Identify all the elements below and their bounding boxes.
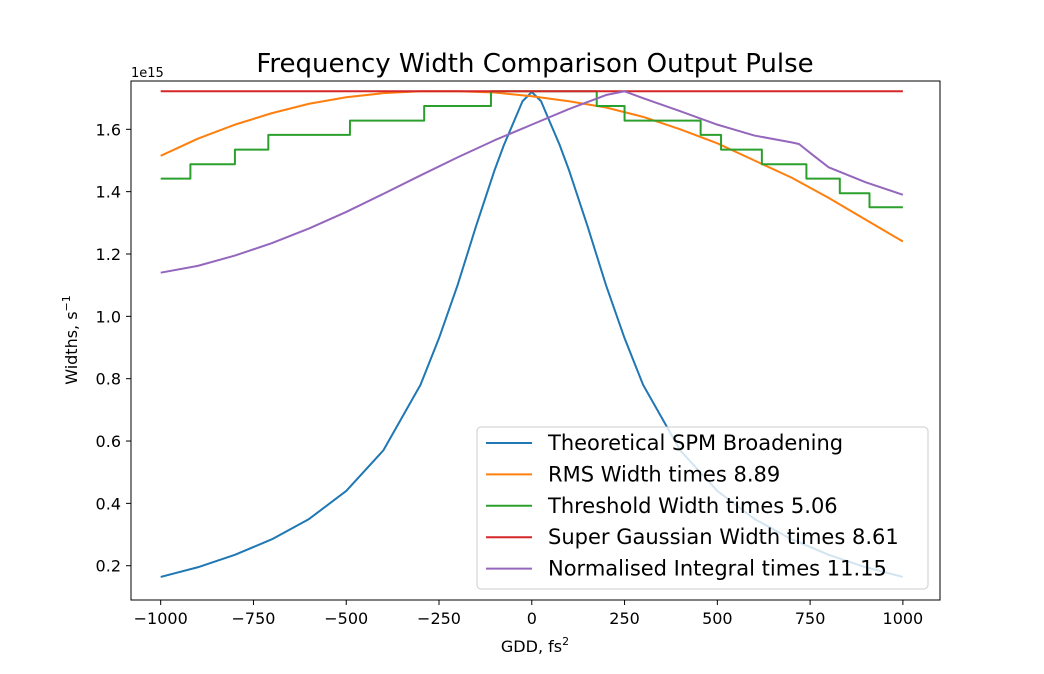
plot-frame	[130, 80, 941, 601]
y-tick-label: 0.6	[96, 432, 121, 451]
legend-entry: RMS Width times 8.89	[548, 462, 780, 486]
x-tick-label: −500	[324, 609, 368, 628]
y-tick-label: 0.2	[96, 557, 121, 576]
x-tick-label: 250	[609, 609, 640, 628]
y-axis-label-text: Widths, s	[62, 311, 81, 384]
y-tick-label: 1.0	[96, 307, 121, 326]
y-tick-label: 1.4	[96, 183, 121, 202]
x-tick-label: 0	[527, 609, 537, 628]
y-offset-label: 1e15	[131, 66, 164, 81]
legend-box	[476, 426, 929, 590]
x-tick-label: 750	[795, 609, 826, 628]
series-line-2	[160, 90, 904, 243]
series-line-5	[160, 90, 904, 274]
y-axis-label-superscript: −1	[60, 295, 73, 311]
x-axis-label-superscript: 2	[562, 635, 569, 648]
legend-entry: Normalised Integral times 11.15	[548, 557, 887, 581]
x-tick-label: −750	[231, 609, 275, 628]
x-tick-label: −1000	[134, 609, 188, 628]
x-tick-label: −250	[417, 609, 461, 628]
y-tick-label: 0.8	[96, 370, 121, 389]
series-line-3	[160, 90, 903, 209]
legend-entry: Theoretical SPM Broadening	[547, 431, 843, 455]
x-axis-label-text: GDD, fs	[501, 637, 562, 656]
legend-entry: Super Gaussian Width times 8.61	[548, 525, 899, 549]
y-tick-label: 1.6	[96, 120, 121, 139]
axes-layer: −1000 −750 −500 −250 0 250 500 750 1000 0.2 0.4 0.6…	[96, 80, 941, 628]
y-tick-label: 1.2	[96, 245, 121, 264]
legend-entry: Threshold Width times 5.06	[547, 494, 838, 518]
y-axis-label: Widths, s−1	[60, 295, 81, 385]
legend: Theoretical SPM Broadening RMS Width time…	[476, 426, 929, 590]
y-tick-label: 0.4	[96, 494, 121, 513]
x-tick-label: 1000	[883, 609, 924, 628]
x-tick-label: 500	[702, 609, 733, 628]
chart-title: Frequency Width Comparison Output Pulse	[256, 49, 813, 79]
x-axis-label: GDD, fs2	[501, 635, 569, 656]
